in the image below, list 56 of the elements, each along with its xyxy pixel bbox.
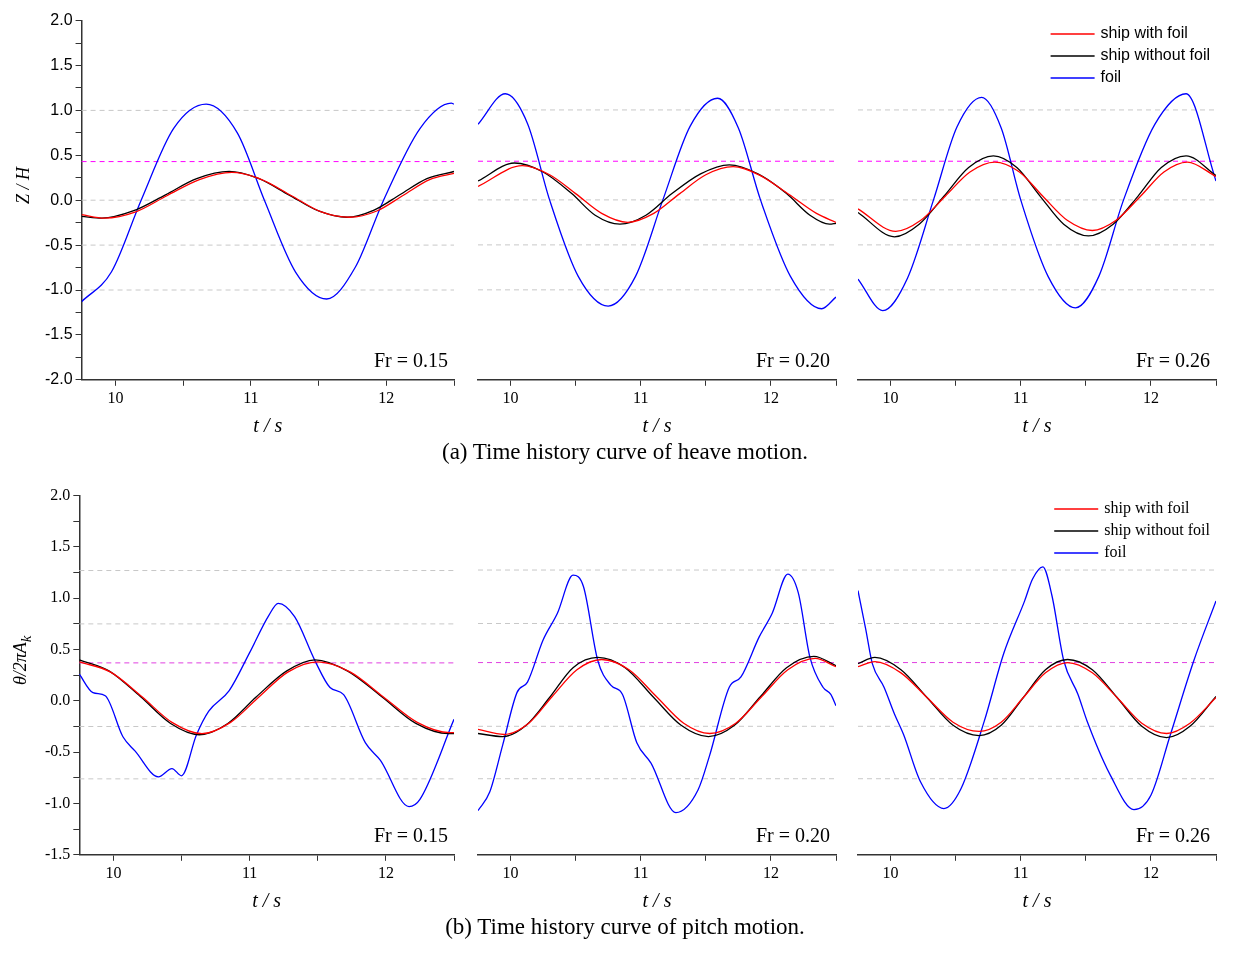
x-tick-label: 11 — [633, 863, 649, 881]
x-tick-label: 12 — [1142, 388, 1159, 406]
legend-label: foil — [1104, 543, 1127, 561]
annotation: Fr = 0.26 — [1135, 824, 1210, 847]
text: (a) Time history curve of heave motion. — [441, 439, 809, 465]
legend-label: foil — [1100, 68, 1122, 86]
x-axis-title: t / s — [252, 889, 282, 912]
x-axis-title: t / s — [1022, 414, 1052, 437]
x-tick-label: 11 — [1013, 388, 1029, 406]
x-tick-label: 10 — [502, 863, 519, 881]
y-tick-label: 1.5 — [50, 537, 71, 555]
x-tick-label: 11 — [633, 388, 649, 406]
y-tick-label: -0.5 — [45, 742, 71, 760]
y-tick-label: 1.5 — [50, 55, 73, 73]
x-tick-label: 11 — [241, 863, 258, 881]
y-tick-label: 1.0 — [50, 588, 71, 606]
y-tick-label: -1.0 — [44, 280, 73, 298]
x-tick-label: 10 — [882, 388, 899, 406]
legend-label: ship without foil — [1104, 521, 1211, 540]
y-axis-title: Z / H — [12, 166, 34, 205]
x-axis-title: t / s — [253, 414, 283, 437]
y-tick-label: -1.5 — [45, 845, 71, 862]
y-tick-label: -1.5 — [44, 325, 73, 343]
y-tick-label: 0.0 — [50, 190, 73, 208]
legend-label: ship without foil — [1100, 46, 1210, 64]
x-tick-label: 12 — [378, 388, 395, 406]
y-tick-label: 1.0 — [50, 100, 73, 118]
y-tick-label: -0.5 — [44, 235, 73, 253]
x-tick-label: 12 — [762, 388, 779, 406]
y-tick-label: -1.0 — [45, 793, 71, 811]
legend-label: ship with foil — [1104, 499, 1191, 518]
annotation: Fr = 0.15 — [373, 824, 448, 847]
legend-label: ship with foil — [1100, 24, 1188, 42]
annotation: Fr = 0.15 — [373, 349, 448, 372]
x-tick-label: 10 — [882, 863, 899, 881]
x-tick-label: 10 — [502, 388, 519, 406]
x-tick-label: 10 — [107, 388, 124, 406]
x-axis-title: t / s — [642, 889, 672, 912]
text: (b) Time history curve of pitch motion. — [444, 914, 806, 940]
y-tick-label: 0.5 — [50, 639, 71, 657]
x-tick-label: 12 — [762, 863, 779, 881]
y-tick-label: 0.5 — [50, 145, 73, 163]
x-axis-title: t / s — [642, 414, 672, 437]
x-tick-label: 10 — [105, 863, 122, 881]
y-tick-label: -2.0 — [44, 370, 73, 388]
x-axis-title: t / s — [1022, 889, 1052, 912]
annotation: Fr = 0.26 — [1135, 349, 1210, 372]
annotation: Fr = 0.20 — [755, 349, 830, 372]
y-tick-label: 2.0 — [50, 11, 73, 29]
x-tick-label: 12 — [377, 863, 394, 881]
x-tick-label: 11 — [243, 388, 259, 406]
x-tick-label: 11 — [1013, 863, 1029, 881]
annotation: Fr = 0.20 — [755, 824, 830, 847]
y-tick-label: 0.0 — [50, 691, 71, 709]
y-tick-label: 2.0 — [50, 485, 71, 503]
x-tick-label: 12 — [1142, 863, 1159, 881]
